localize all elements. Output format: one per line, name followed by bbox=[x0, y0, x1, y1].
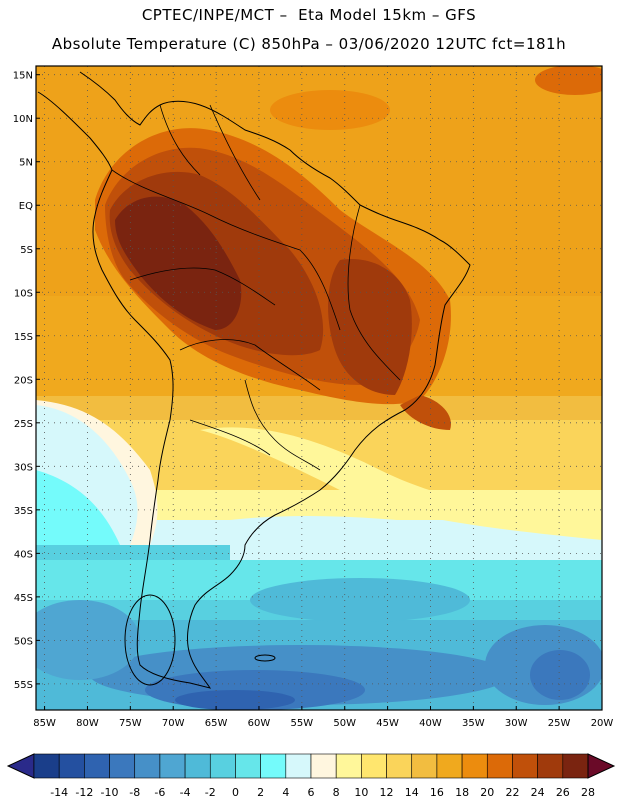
colorbar-label: 10 bbox=[354, 786, 368, 799]
colorbar-swatch bbox=[109, 753, 136, 779]
colorbar-label: 4 bbox=[282, 786, 289, 799]
chart-subtitle: Absolute Temperature (C) 850hPa – 03/06/… bbox=[51, 35, 567, 53]
lon-tick-label: 25W bbox=[548, 718, 571, 729]
country-borders bbox=[111, 104, 401, 471]
colorbar-swatch bbox=[335, 753, 362, 779]
lon-tick-label: 20W bbox=[591, 718, 614, 729]
colorbar-swatch bbox=[58, 753, 85, 779]
lat-tick-label: EQ bbox=[19, 201, 33, 212]
lon-tick-label: 75W bbox=[119, 718, 142, 729]
colorbar-swatch bbox=[235, 753, 261, 779]
colorbar-swatch bbox=[260, 753, 287, 779]
colorbar-label: 20 bbox=[480, 786, 494, 799]
colorbar-swatch bbox=[461, 753, 488, 779]
colorbar-label: -4 bbox=[180, 786, 191, 799]
colorbar-label: 18 bbox=[455, 786, 469, 799]
lat-tick-label: 15N bbox=[13, 71, 33, 82]
colorbar-label: -14 bbox=[50, 786, 68, 799]
colorbar-label: 24 bbox=[531, 786, 545, 799]
colorbar-max-arrow bbox=[587, 753, 616, 779]
lon-tick-label: 30W bbox=[505, 718, 528, 729]
colorbar-swatch bbox=[184, 753, 211, 779]
colorbar-swatch bbox=[386, 753, 413, 779]
lon-tick-label: 65W bbox=[205, 718, 228, 729]
colorbar-label: 0 bbox=[232, 786, 239, 799]
colorbar-swatch bbox=[486, 753, 513, 779]
colorbar-label: 8 bbox=[333, 786, 340, 799]
colorbar-swatch bbox=[411, 753, 438, 779]
lat-tick-label: 50S bbox=[14, 636, 33, 647]
south-america-coast bbox=[37, 71, 471, 689]
lon-tick-label: 70W bbox=[162, 718, 185, 729]
lat-tick-label: 20S bbox=[14, 375, 33, 386]
latitude-axis: 15N 10N 5N EQ 5S 10S 15S 20S 25S 30S 35S 40S 45S 50S 5… bbox=[13, 71, 40, 691]
lat-tick-label: 15S bbox=[14, 332, 33, 343]
lon-tick-label: 85W bbox=[33, 718, 56, 729]
colorbar-label: 14 bbox=[405, 786, 419, 799]
lat-tick-label: 45S bbox=[14, 593, 33, 604]
colorbar-label: 26 bbox=[556, 786, 570, 799]
colorbar-label: 6 bbox=[308, 786, 315, 799]
colorbar: -14 -12 -10 -8 -6 -4 -2 0 2 4 6 8 10 12 14 16 18 20 22 24 26… bbox=[6, 753, 616, 799]
lat-tick-label: 55S bbox=[14, 680, 33, 691]
longitude-axis: 85W 80W 75W 70W 65W 60W 55W 50W 45W 40W 35W 30W 25W 2… bbox=[33, 706, 613, 729]
patagonia-islands bbox=[124, 594, 176, 686]
colorbar-label: -2 bbox=[205, 786, 216, 799]
temperature-field bbox=[36, 66, 602, 710]
colorbar-swatch bbox=[562, 753, 589, 779]
colorbar-swatch bbox=[537, 753, 564, 779]
lon-tick-label: 35W bbox=[462, 718, 485, 729]
lat-tick-label: 10N bbox=[13, 114, 33, 125]
coastlines bbox=[37, 71, 471, 689]
colorbar-label: -8 bbox=[129, 786, 140, 799]
lon-tick-label: 80W bbox=[76, 718, 99, 729]
lat-tick-label: 5N bbox=[19, 158, 33, 169]
colorbar-min-arrow bbox=[6, 753, 35, 779]
lon-tick-label: 45W bbox=[376, 718, 399, 729]
lon-tick-label: 40W bbox=[419, 718, 442, 729]
colorbar-label: -6 bbox=[154, 786, 165, 799]
colorbar-swatch bbox=[436, 753, 463, 779]
lon-tick-label: 50W bbox=[333, 718, 356, 729]
colorbar-swatch bbox=[134, 753, 161, 779]
colorbar-swatch bbox=[512, 753, 538, 779]
colorbar-label: 2 bbox=[257, 786, 264, 799]
colorbar-swatch bbox=[285, 753, 312, 779]
colorbar-label: -10 bbox=[101, 786, 119, 799]
map-grid bbox=[36, 66, 603, 710]
lat-tick-label: 40S bbox=[14, 549, 33, 560]
lat-tick-label: 35S bbox=[14, 506, 33, 517]
colorbar-swatch bbox=[361, 753, 387, 779]
colorbar-swatch bbox=[33, 753, 60, 779]
colorbar-label: 28 bbox=[581, 786, 595, 799]
lon-tick-label: 60W bbox=[248, 718, 271, 729]
falkland-islands bbox=[254, 654, 276, 662]
colorbar-swatch bbox=[159, 753, 186, 779]
lat-tick-label: 30S bbox=[14, 462, 33, 473]
colorbar-label: -12 bbox=[75, 786, 93, 799]
lat-tick-label: 25S bbox=[14, 419, 33, 430]
colorbar-swatch bbox=[209, 753, 236, 779]
colorbar-swatch bbox=[84, 753, 110, 779]
colorbar-swatch bbox=[310, 753, 337, 779]
colorbar-label: 12 bbox=[380, 786, 394, 799]
lon-tick-label: 55W bbox=[291, 718, 314, 729]
chart-title: CPTEC/INPE/MCT – Eta Model 15km – GFS bbox=[141, 6, 477, 24]
lat-tick-label: 5S bbox=[20, 245, 33, 256]
colorbar-label: 22 bbox=[505, 786, 519, 799]
colorbar-label: 16 bbox=[430, 786, 444, 799]
plot-frame bbox=[35, 65, 603, 711]
lat-tick-label: 10S bbox=[14, 288, 33, 299]
